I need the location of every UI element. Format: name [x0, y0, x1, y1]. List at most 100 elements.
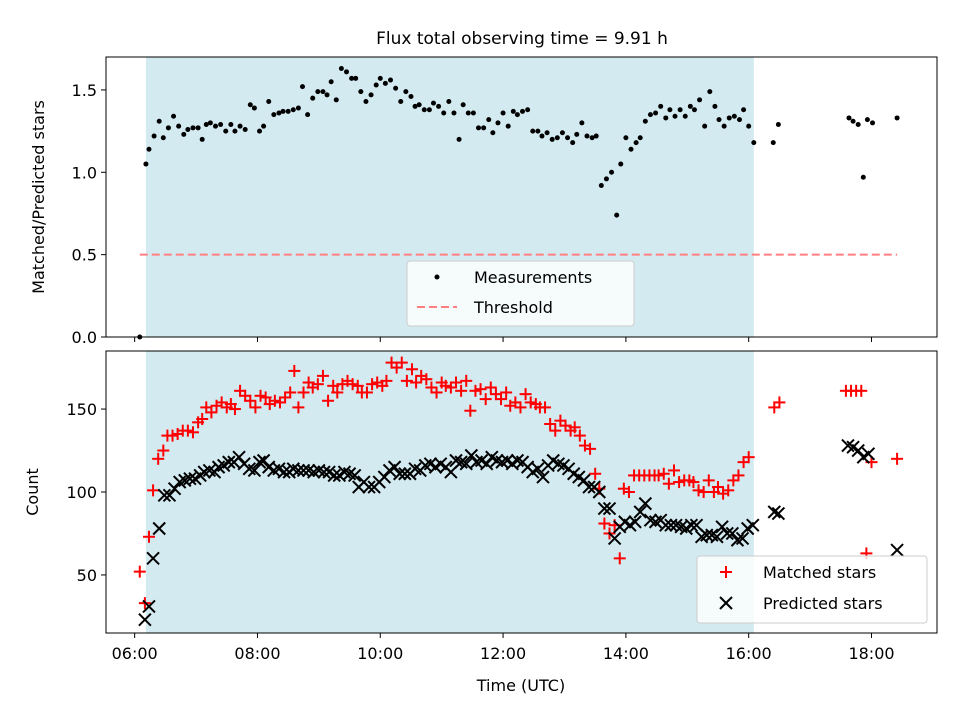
measurement-point: [584, 133, 590, 139]
measurement-point: [349, 75, 355, 81]
matched-star-point: [613, 552, 626, 565]
matched-star-point: [351, 379, 364, 392]
measurement-point: [589, 135, 595, 141]
matched-star-point: [288, 364, 301, 377]
top-y-ticks: 0.0 0.5 1.0 1.5: [72, 81, 106, 347]
predicted-stars-points: [138, 438, 904, 627]
matched-star-point: [524, 396, 537, 409]
measurement-point: [290, 107, 296, 113]
measurement-point: [232, 128, 238, 134]
predicted-star-point: [720, 526, 734, 541]
top-axes-frame: [105, 56, 938, 338]
legend-predicted-label: Predicted stars: [763, 594, 883, 613]
measurement-point: [353, 75, 359, 81]
top-y-tick-label: 1.0: [72, 163, 97, 182]
matched-star-point: [166, 429, 179, 442]
measurement-point: [476, 125, 482, 131]
measurement-point: [143, 161, 149, 167]
legend-matched-marker: [720, 566, 732, 578]
predicted-star-point: [628, 515, 642, 529]
measurement-point: [388, 77, 394, 83]
predicted-star-point: [689, 518, 704, 532]
measurement-point: [633, 140, 639, 146]
matched-star-point: [249, 401, 262, 414]
predicted-star-point: [138, 613, 152, 627]
bottom-legend-box: [696, 555, 928, 624]
matched-star-point: [196, 413, 209, 426]
legend-measurements-marker: [434, 274, 440, 280]
matched-star-point: [430, 386, 443, 399]
measurement-point: [570, 140, 576, 146]
x-tick-label: 16:00: [726, 644, 772, 663]
matched-star-point: [673, 476, 686, 489]
matched-star-point: [152, 452, 165, 465]
x-tick-label: 18:00: [848, 644, 894, 663]
measurement-point: [481, 125, 487, 131]
matched-star-point: [157, 444, 170, 457]
x-tick-label: 10:00: [357, 644, 403, 663]
predicted-star-point: [183, 472, 197, 486]
matched-star-point: [464, 404, 477, 417]
measurement-point: [305, 112, 311, 118]
matched-star-point: [573, 429, 586, 442]
measurement-point: [441, 110, 447, 116]
matched-star-point: [268, 394, 281, 407]
matched-stars-points: [133, 356, 904, 610]
measurement-point: [430, 100, 436, 106]
matched-star-point: [420, 373, 433, 386]
measurement-point: [642, 118, 648, 124]
predicted-star-point: [317, 465, 331, 479]
predicted-star-point: [142, 599, 156, 614]
measurement-point: [408, 94, 414, 100]
measurement-point: [637, 135, 643, 141]
matched-star-point: [549, 424, 562, 437]
measurement-point: [623, 135, 629, 141]
measurement-point: [618, 161, 624, 167]
matched-star-point: [732, 469, 745, 482]
measurement-point: [860, 174, 866, 180]
measurement-point: [653, 110, 659, 116]
top-panel: 0.0 0.5 1.0 1.5 Matched/Predicted stars Mea…: [29, 56, 938, 347]
legend-matched-label: Matched stars: [763, 563, 876, 582]
top-legend-box: [406, 260, 635, 327]
legend-predicted-marker: [719, 596, 733, 610]
matched-star-point: [181, 424, 194, 437]
measurement-point: [403, 89, 409, 95]
measurement-point: [324, 92, 330, 98]
matched-star-point: [622, 486, 635, 498]
predicted-star-point: [597, 501, 612, 516]
matched-star-point: [773, 396, 786, 409]
measurement-point: [672, 113, 678, 119]
predicted-star-point: [602, 501, 617, 516]
measurement-point: [565, 135, 571, 141]
matched-star-point: [598, 517, 611, 530]
predicted-star-point: [222, 455, 236, 469]
measurement-point: [276, 110, 282, 116]
predicted-star-point: [327, 468, 341, 483]
bottom-y-tick-label: 50: [77, 566, 97, 585]
matched-star-point: [687, 476, 700, 489]
measurement-point: [510, 108, 516, 114]
measurement-point: [266, 98, 272, 104]
matched-star-point: [584, 442, 597, 455]
measurement-point: [368, 92, 374, 98]
predicted-star-point: [735, 531, 750, 546]
measurement-point: [451, 110, 457, 116]
bottom-x-ticks: 06:00 08:00 10:00 12:00 14:00 16:00 18:00: [112, 633, 895, 663]
bottom-observing-window: [145, 351, 754, 633]
matched-star-point: [702, 474, 715, 487]
measurement-point: [436, 103, 442, 109]
measurement-point: [315, 89, 321, 95]
predicted-star-point: [536, 470, 550, 484]
measurement-point: [382, 80, 388, 86]
predicted-star-point: [861, 447, 876, 461]
predicted-star-point: [167, 481, 182, 496]
matched-star-point: [331, 386, 344, 399]
top-y-axis-label: Matched/Predicted stars: [29, 100, 48, 294]
measurement-point: [721, 123, 727, 129]
predicted-star-point: [633, 505, 647, 519]
predicted-star-point: [577, 473, 591, 488]
measurement-point: [421, 107, 427, 113]
chart-title: Flux total observing time = 9.91 h: [376, 29, 668, 49]
measurement-point: [412, 103, 418, 109]
